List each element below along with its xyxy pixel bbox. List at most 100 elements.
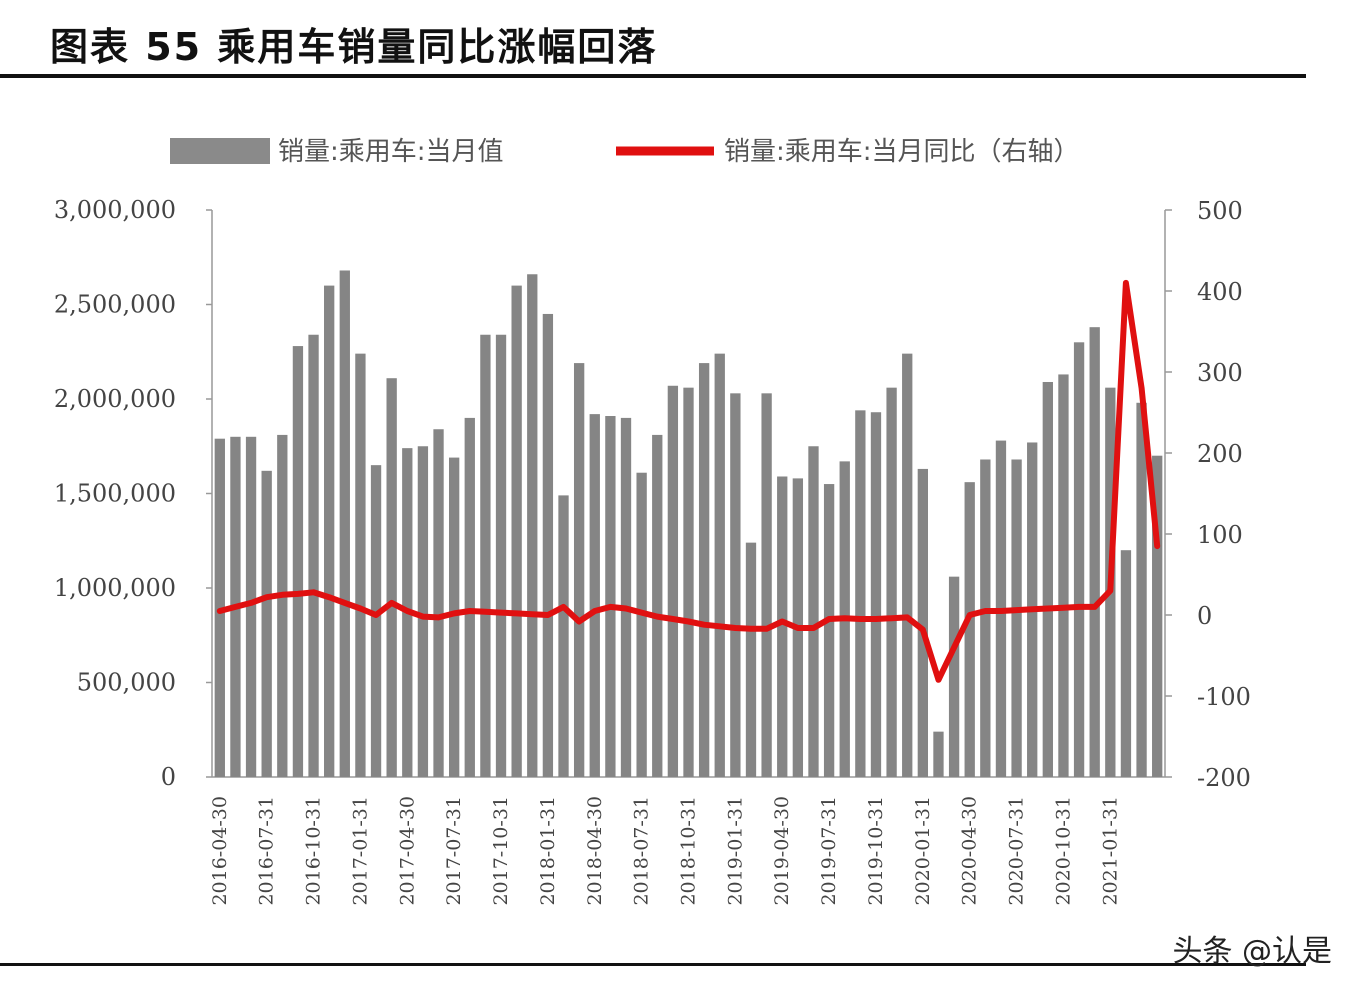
bar-series xyxy=(214,270,1163,777)
bar xyxy=(683,387,694,777)
bar xyxy=(777,476,788,777)
line-series xyxy=(216,279,1161,683)
bar xyxy=(1136,402,1147,777)
bar xyxy=(433,429,444,777)
watermark: 头条 @认是 xyxy=(1172,934,1332,969)
right-tick-label: 100 xyxy=(1197,521,1243,549)
bar xyxy=(573,363,585,777)
x-tick-label: 2019-01-31 xyxy=(724,796,746,906)
bar xyxy=(214,438,225,777)
bar xyxy=(1152,455,1163,777)
bar xyxy=(449,457,460,777)
bar xyxy=(245,436,257,777)
bottom-rule xyxy=(0,963,1306,966)
x-tick-label: 2017-01-31 xyxy=(349,796,371,906)
bar xyxy=(714,353,725,777)
left-tick-label: 3,000,000 xyxy=(54,196,176,224)
bar xyxy=(511,285,522,777)
bar xyxy=(339,270,350,777)
x-tick-label: 2018-07-31 xyxy=(631,796,653,906)
bar xyxy=(542,313,554,777)
x-tick-label: 2018-04-30 xyxy=(584,796,606,906)
x-tick-label: 2017-07-31 xyxy=(443,796,465,906)
axes: 0 500,000 1,000,000 1,500,000 2,000,000 2,500… xyxy=(54,196,1251,792)
bar xyxy=(761,393,772,777)
left-tick-label: 2,500,000 xyxy=(54,291,176,319)
bar xyxy=(386,378,397,777)
x-tick-label: 2018-01-31 xyxy=(537,796,559,906)
x-tick-label: 2021-01-31 xyxy=(1099,796,1121,906)
chart-title: 图表 55 乘用车销量同比涨幅回落 xyxy=(50,25,658,69)
x-tick-label: 2016-04-30 xyxy=(209,796,231,906)
bar xyxy=(808,446,819,777)
bar xyxy=(558,495,569,777)
right-tick-label: 200 xyxy=(1197,440,1243,468)
x-axis-ticks: 2016-04-30 2016-07-31 2016-10-31 2017-01-31… xyxy=(209,796,1122,906)
bar xyxy=(417,446,429,777)
bar xyxy=(917,468,928,777)
bar xyxy=(980,459,991,777)
bar xyxy=(1042,381,1053,777)
x-tick-label: 2020-04-30 xyxy=(959,796,981,906)
bar xyxy=(1058,374,1069,777)
bar xyxy=(730,393,741,777)
bar xyxy=(964,482,975,777)
bar xyxy=(948,576,960,777)
yoy-line xyxy=(216,279,1161,683)
top-rule xyxy=(0,74,1306,78)
left-tick-label: 2,000,000 xyxy=(54,385,176,413)
x-tick-label: 2020-01-31 xyxy=(912,796,934,906)
x-tick-label: 2019-07-31 xyxy=(818,796,840,906)
legend-label-line: 销量:乘用车:当月同比（右轴） xyxy=(724,137,1080,167)
right-tick-label: 0 xyxy=(1197,602,1212,630)
right-tick-label: 400 xyxy=(1197,278,1243,306)
x-tick-label: 2017-04-30 xyxy=(396,796,418,906)
x-tick-label: 2016-07-31 xyxy=(256,796,278,906)
bar xyxy=(480,334,491,777)
bar xyxy=(1073,342,1085,777)
x-tick-label: 2018-10-31 xyxy=(678,796,700,906)
bar xyxy=(527,274,538,777)
bar xyxy=(261,470,272,777)
right-tick-label: -200 xyxy=(1197,764,1251,792)
legend-label-bar: 销量:乘用车:当月值 xyxy=(278,137,504,167)
bar xyxy=(1011,459,1022,777)
bar xyxy=(464,417,475,777)
left-tick-label: 500,000 xyxy=(77,669,176,697)
bar xyxy=(933,731,944,777)
left-tick-label: 0 xyxy=(161,763,176,791)
left-tick-label: 1,500,000 xyxy=(54,480,176,508)
bar xyxy=(870,412,882,777)
bar xyxy=(324,285,335,777)
left-tick-label: 1,000,000 xyxy=(54,574,176,602)
right-tick-label: -100 xyxy=(1197,683,1251,711)
bar xyxy=(823,484,835,777)
x-tick-label: 2020-10-31 xyxy=(1052,796,1074,906)
bar xyxy=(355,353,366,777)
right-tick-label: 300 xyxy=(1197,359,1243,387)
legend-bar-swatch xyxy=(170,138,270,164)
bar xyxy=(886,387,897,777)
right-tick-label: 500 xyxy=(1197,197,1243,225)
x-tick-label: 2020-07-31 xyxy=(1006,796,1028,906)
bar xyxy=(495,334,507,777)
bar xyxy=(292,346,304,777)
x-tick-label: 2016-10-31 xyxy=(303,796,325,906)
x-tick-label: 2017-10-31 xyxy=(490,796,512,906)
bar xyxy=(902,353,913,777)
bar xyxy=(308,334,319,777)
bar xyxy=(652,434,663,777)
bar xyxy=(1089,327,1100,777)
bar xyxy=(605,416,616,777)
bar xyxy=(745,542,757,777)
bar xyxy=(667,385,679,777)
bar xyxy=(277,434,288,777)
bar xyxy=(1120,550,1132,777)
bar xyxy=(855,410,866,777)
bar xyxy=(620,417,632,777)
x-tick-label: 2019-10-31 xyxy=(865,796,887,906)
bar xyxy=(370,465,382,777)
bar xyxy=(589,414,600,777)
x-tick-label: 2019-04-30 xyxy=(771,796,793,906)
